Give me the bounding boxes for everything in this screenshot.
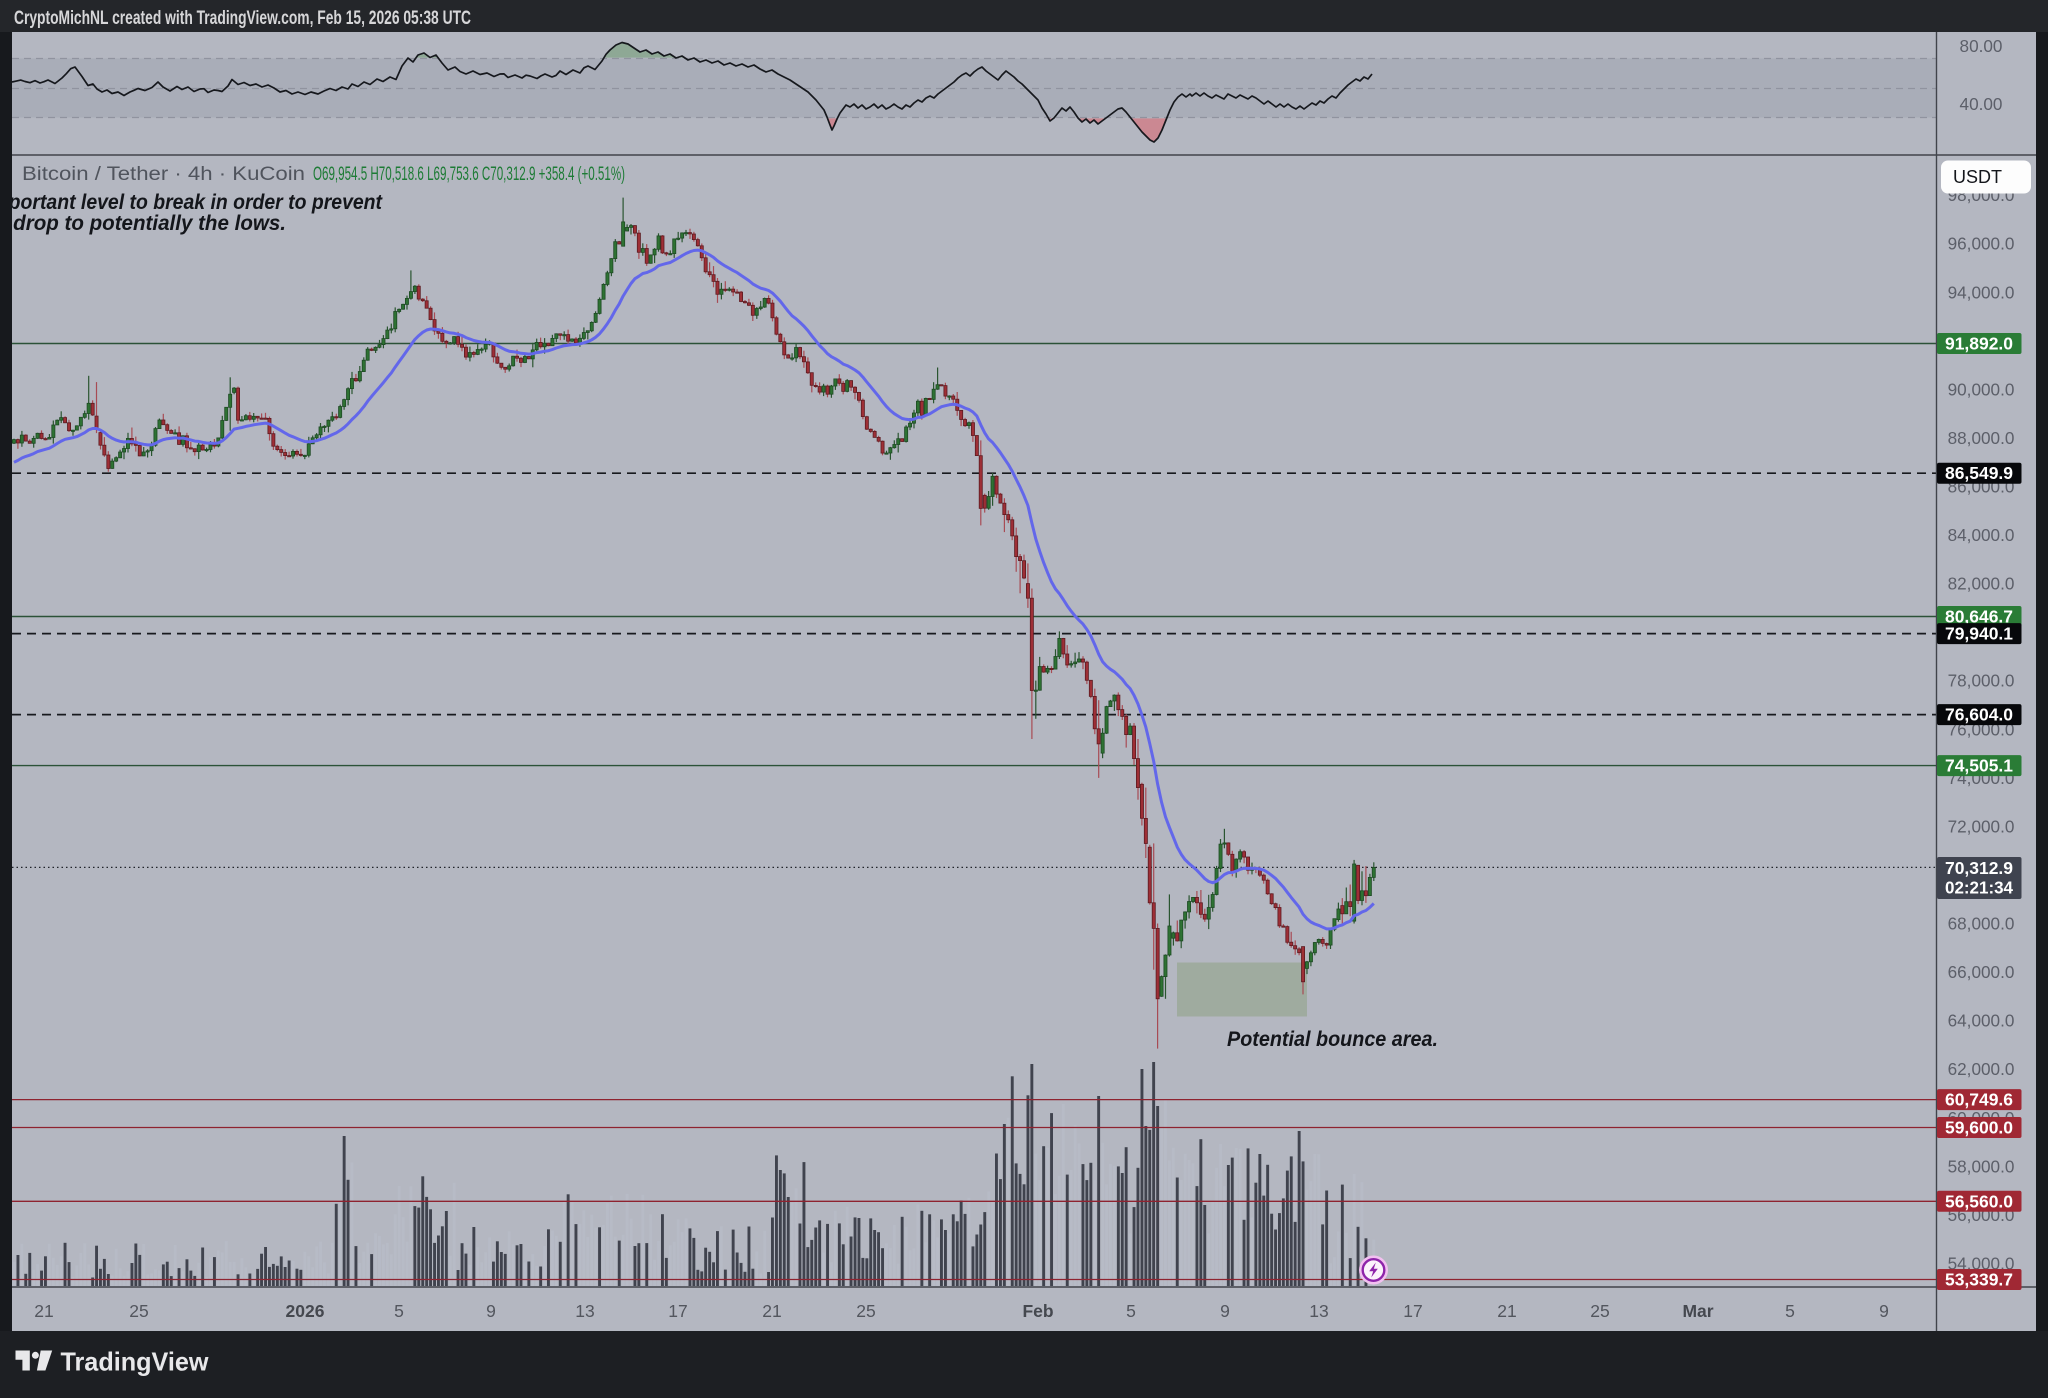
svg-text:O69,954.5 H70,518.6 L69,753.6: O69,954.5 H70,518.6 L69,753.6 C70,312.9 … [313,164,625,185]
svg-text:5: 5 [1126,1301,1136,1321]
svg-text:66,000.0: 66,000.0 [1948,962,2015,982]
svg-text:Bitcoin / Tether · 4h · KuCoin: Bitcoin / Tether · 4h · KuCoin [22,164,305,185]
svg-text:70,312.9: 70,312.9 [1945,858,2013,878]
svg-text:58,000.0: 58,000.0 [1948,1156,2015,1176]
svg-text:25: 25 [856,1301,875,1321]
svg-text:74,505.1: 74,505.1 [1945,756,2013,776]
svg-text:25: 25 [1590,1301,1609,1321]
svg-text:88,000.0: 88,000.0 [1948,428,2015,448]
svg-text:9: 9 [1879,1301,1889,1321]
svg-text:40.00: 40.00 [1960,94,2003,114]
svg-text:Mar: Mar [1682,1301,1713,1321]
svg-text:64,000.0: 64,000.0 [1948,1011,2015,1031]
svg-text:17: 17 [1403,1301,1422,1321]
svg-text:96,000.0: 96,000.0 [1948,234,2015,254]
svg-text:5: 5 [394,1301,404,1321]
svg-text:59,600.0: 59,600.0 [1945,1118,2013,1138]
svg-text:21: 21 [762,1301,781,1321]
svg-text:CryptoMichNL created with Trad: CryptoMichNL created with TradingView.co… [14,8,471,29]
svg-text:25: 25 [129,1301,148,1321]
svg-text:13: 13 [575,1301,594,1321]
svg-text:21: 21 [34,1301,53,1321]
svg-text:82,000.0: 82,000.0 [1948,574,2015,594]
svg-text:a drop to potentially the lows: a drop to potentially the lows. [0,211,286,235]
svg-text:2026: 2026 [286,1301,325,1321]
svg-text:79,940.1: 79,940.1 [1945,624,2013,644]
svg-text:9: 9 [1220,1301,1230,1321]
svg-text:TradingView: TradingView [61,1347,210,1377]
svg-text:90,000.0: 90,000.0 [1948,379,2015,399]
svg-text:Potential bounce area.: Potential bounce area. [1227,1027,1438,1051]
svg-text:Important level to break in or: Important level to break in order to pre… [0,190,383,214]
svg-text:21: 21 [1497,1301,1516,1321]
svg-text:9: 9 [486,1301,496,1321]
svg-text:80,646.7: 80,646.7 [1945,607,2013,627]
svg-text:76,604.0: 76,604.0 [1945,705,2013,725]
svg-text:USDT: USDT [1953,167,2002,187]
svg-text:72,000.0: 72,000.0 [1948,816,2015,836]
svg-text:94,000.0: 94,000.0 [1948,282,2015,302]
svg-text:86,549.9: 86,549.9 [1945,463,2013,483]
svg-text:62,000.0: 62,000.0 [1948,1059,2015,1079]
svg-text:02:21:34: 02:21:34 [1945,878,2013,898]
svg-text:68,000.0: 68,000.0 [1948,914,2015,934]
svg-text:54,000.0: 54,000.0 [1948,1253,2015,1273]
svg-text:56,560.0: 56,560.0 [1945,1191,2013,1211]
svg-text:84,000.0: 84,000.0 [1948,525,2015,545]
svg-text:13: 13 [1309,1301,1328,1321]
svg-text:60,749.6: 60,749.6 [1945,1090,2013,1110]
svg-text:5: 5 [1785,1301,1795,1321]
svg-text:78,000.0: 78,000.0 [1948,671,2015,691]
svg-text:80.00: 80.00 [1960,36,2003,56]
svg-text:91,892.0: 91,892.0 [1945,334,2013,354]
svg-text:Feb: Feb [1022,1301,1053,1321]
svg-text:53,339.7: 53,339.7 [1945,1270,2013,1290]
svg-text:17: 17 [668,1301,687,1321]
